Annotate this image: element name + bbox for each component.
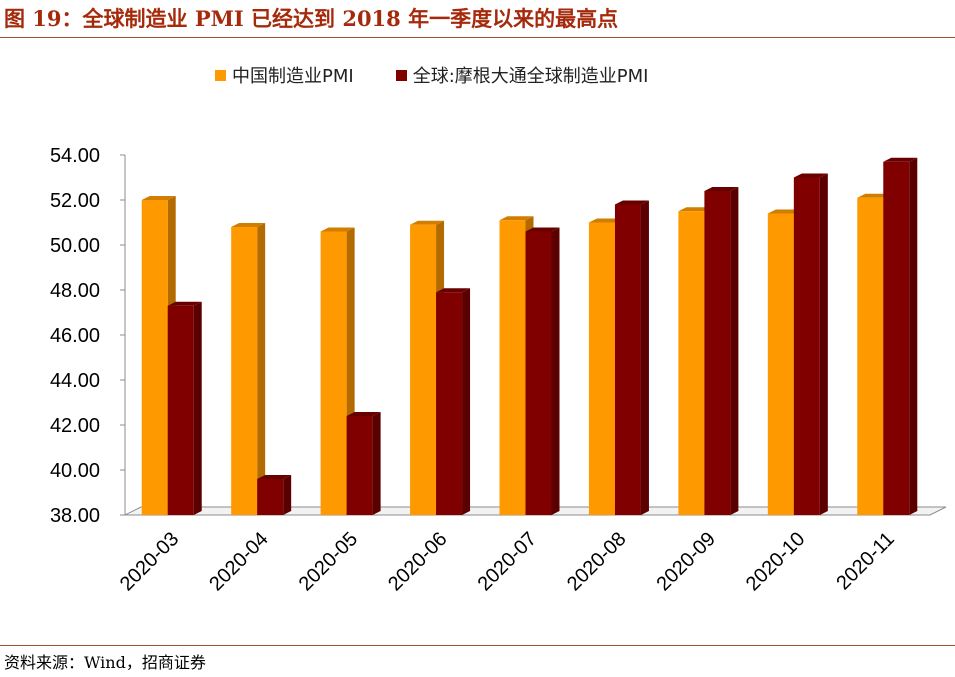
bar-side	[372, 412, 381, 515]
x-tick-label: 2020-06	[384, 528, 451, 595]
bar-china-pmi	[141, 200, 168, 515]
y-tick-label: 38.00	[50, 505, 100, 527]
bar-top	[499, 216, 534, 221]
bar-top	[320, 227, 355, 232]
figure-source: 资料来源：Wind，招商证券	[4, 653, 206, 672]
y-tick-label: 44.00	[50, 370, 100, 392]
bar-top	[678, 207, 713, 212]
bar-side	[257, 223, 266, 515]
bar-side	[193, 301, 202, 515]
y-tick-label: 50.00	[50, 235, 100, 257]
title-divider	[0, 37, 955, 38]
bar-top	[231, 223, 266, 227]
bar-global-pmi	[883, 161, 910, 515]
bar-china-pmi	[588, 222, 615, 515]
legend-item-global-pmi: 全球:摩根大通全球制造业PMI	[395, 62, 649, 88]
bar-side	[551, 227, 560, 515]
bar-global-pmi	[525, 231, 552, 515]
bar-china-pmi	[320, 231, 347, 515]
chart-legend: 中国制造业PMI 全球:摩根大通全球制造业PMI	[215, 62, 648, 88]
bar-top	[346, 412, 381, 416]
bar-side	[640, 200, 649, 515]
y-tick-label: 54.00	[50, 145, 100, 167]
y-tick-label: 48.00	[50, 280, 100, 302]
legend-label-china-pmi: 中国制造业PMI	[232, 66, 354, 87]
x-tick-label: 2020-03	[116, 528, 183, 595]
bar-side	[462, 288, 471, 515]
figure-title: 图 19：全球制造业 PMI 已经达到 2018 年一季度以来的最高点	[4, 6, 619, 31]
bar-global-pmi	[436, 292, 463, 515]
bar-global-pmi	[346, 416, 373, 515]
bar-global-pmi	[614, 204, 641, 515]
bar-global-pmi	[167, 305, 194, 515]
bar-chart: 38.00 40.00 42.00 44.00 46.00 48.00 50.00 52.00…	[50, 145, 947, 595]
bar-top	[767, 209, 802, 214]
x-tick-label: 2020-11	[832, 528, 898, 594]
bar-top	[436, 288, 471, 293]
x-tick-label: 2020-10	[742, 528, 809, 595]
y-tick-label: 42.00	[50, 415, 100, 437]
bar-global-pmi	[793, 177, 820, 515]
bar-top	[410, 220, 445, 225]
bar-top	[141, 196, 176, 200]
legend-item-china-pmi: 中国制造业PMI	[215, 62, 354, 88]
y-tick-label: 52.00	[50, 190, 100, 212]
bar-global-pmi	[257, 479, 284, 515]
bar-china-pmi	[767, 213, 794, 515]
bar-side	[730, 187, 739, 515]
x-tick-label: 2020-08	[563, 528, 630, 595]
bar-top	[614, 200, 649, 205]
bar-china-pmi	[678, 211, 705, 515]
bar-top	[883, 157, 918, 162]
x-tick-label: 2020-04	[205, 528, 272, 595]
source-divider	[0, 645, 955, 646]
bar-china-pmi	[857, 197, 884, 515]
bar-top	[588, 218, 623, 223]
bar-top	[793, 173, 828, 178]
bar-china-pmi	[499, 220, 526, 515]
y-tick-label: 40.00	[50, 460, 100, 482]
x-tick-label: 2020-09	[652, 528, 719, 595]
x-tick-label: 2020-05	[295, 528, 362, 595]
bar-china-pmi	[410, 224, 437, 515]
y-tick-label: 46.00	[50, 325, 100, 347]
bar-china-pmi	[231, 227, 258, 515]
bar-side	[909, 157, 918, 515]
legend-swatch-china-pmi	[215, 69, 226, 81]
bar-top	[857, 193, 892, 198]
bar-top	[167, 301, 202, 306]
bar-top	[257, 475, 292, 479]
bar-top	[704, 187, 739, 191]
bar-top	[525, 227, 560, 232]
bar-global-pmi	[704, 191, 731, 515]
x-tick-label: 2020-07	[474, 528, 541, 595]
legend-label-global-pmi: 全球:摩根大通全球制造业PMI	[412, 66, 649, 87]
legend-swatch-global-pmi	[395, 69, 407, 81]
bar-side	[819, 173, 828, 515]
bar-side	[283, 475, 292, 515]
